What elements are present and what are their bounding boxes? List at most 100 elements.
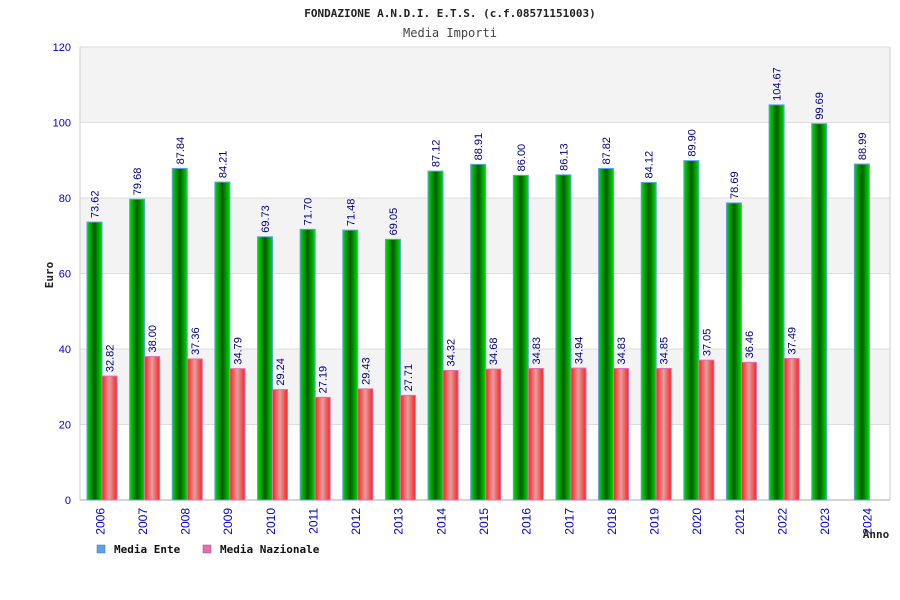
y-tick-label: 60	[59, 269, 71, 281]
y-tick-label: 0	[65, 495, 71, 507]
data-label: 84.21	[217, 151, 229, 179]
data-label: 37.49	[787, 327, 799, 355]
x-tick-label: 2011	[306, 508, 320, 534]
bar-media-nazionale	[229, 368, 246, 501]
data-label: 71.48	[345, 199, 357, 227]
bar-media-ente	[811, 123, 828, 501]
data-label: 29.24	[275, 358, 287, 386]
data-label: 34.79	[232, 337, 244, 365]
x-tick-label: 2010	[264, 508, 278, 535]
bar-media-nazionale	[698, 359, 715, 501]
bar-media-nazionale	[357, 388, 374, 501]
x-tick-label: 2012	[349, 508, 363, 535]
data-label: 69.05	[388, 208, 400, 236]
data-label: 87.12	[431, 140, 443, 168]
bar-media-nazionale	[783, 357, 800, 501]
x-tick-label: 2007	[136, 508, 150, 535]
x-tick-label: 2021	[733, 508, 747, 535]
bar-media-ente	[470, 163, 487, 501]
bar-media-ente	[257, 236, 274, 501]
grid-band	[80, 47, 890, 123]
data-label: 71.70	[303, 198, 315, 226]
data-label: 34.83	[531, 337, 543, 365]
x-tick-label: 2008	[179, 508, 193, 535]
x-axis-label: Anno	[863, 528, 890, 541]
y-tick-label: 40	[59, 344, 71, 356]
bar-media-ente	[853, 163, 870, 501]
bar-media-nazionale	[442, 369, 459, 501]
bar-media-nazionale	[272, 389, 289, 501]
bar-media-ente	[299, 228, 316, 501]
bar-media-ente	[171, 167, 188, 501]
y-tick-label: 20	[59, 420, 71, 432]
y-tick-label: 120	[53, 42, 71, 54]
bar-media-ente	[129, 198, 146, 501]
bar-media-ente	[86, 221, 103, 501]
data-label: 27.19	[318, 366, 330, 394]
bar-media-ente	[640, 181, 657, 501]
bar-media-ente	[214, 181, 231, 501]
data-label: 34.85	[659, 337, 671, 365]
legend-label-ente: Media Ente	[114, 543, 181, 556]
data-label: 36.46	[744, 331, 756, 359]
data-label: 37.36	[190, 327, 202, 355]
x-tick-label: 2015	[477, 508, 491, 535]
bar-media-ente	[512, 174, 529, 501]
x-tick-label: 2017	[562, 508, 576, 535]
data-label: 84.12	[644, 151, 656, 179]
x-tick-label: 2023	[818, 508, 832, 535]
x-tick-label: 2022	[775, 508, 789, 535]
data-label: 88.99	[857, 133, 869, 161]
bar-media-nazionale	[144, 356, 161, 501]
bar-media-nazionale	[655, 367, 672, 501]
legend: Media Ente Media Nazionale	[96, 543, 320, 556]
bar-media-nazionale	[527, 368, 544, 501]
bar-media-nazionale	[186, 358, 203, 501]
legend-label-nazionale: Media Nazionale	[220, 543, 320, 556]
data-label: 34.68	[488, 338, 500, 366]
y-tick-label: 80	[59, 193, 71, 205]
x-tick-label: 2020	[690, 508, 704, 535]
bar-media-nazionale	[101, 375, 118, 501]
x-tick-label: 2016	[520, 508, 534, 535]
bar-media-ente	[683, 160, 700, 501]
x-tick-label: 2013	[392, 508, 406, 535]
data-label: 104.67	[772, 67, 784, 101]
x-tick-label: 2018	[605, 508, 619, 535]
chart-title: FONDAZIONE A.N.D.I. E.T.S. (c.f.08571151…	[304, 7, 595, 20]
x-tick-label: 2009	[221, 508, 235, 535]
data-label: 34.94	[573, 337, 585, 365]
data-label: 27.71	[403, 364, 415, 392]
data-label: 89.90	[686, 129, 698, 157]
data-label: 87.82	[601, 137, 613, 165]
bar-media-ente	[342, 229, 359, 501]
data-label: 34.83	[616, 337, 628, 365]
bar-media-ente	[555, 174, 572, 501]
legend-swatch-ente	[96, 544, 106, 554]
y-tick-label: 100	[53, 118, 71, 130]
bar-media-nazionale	[570, 367, 587, 501]
bar-media-ente	[725, 202, 742, 501]
bar-media-nazionale	[613, 368, 630, 501]
data-label: 73.62	[90, 191, 102, 219]
data-label: 38.00	[147, 325, 159, 353]
bar-media-ente	[768, 104, 785, 501]
data-label: 37.05	[701, 329, 713, 357]
x-tick-label: 2006	[93, 508, 107, 535]
data-label: 79.68	[132, 168, 144, 196]
x-tick-label: 2024	[861, 508, 875, 535]
bar-media-nazionale	[399, 394, 416, 501]
data-label: 86.00	[516, 144, 528, 172]
data-label: 29.43	[360, 357, 372, 385]
data-label: 78.69	[729, 171, 741, 199]
bar-media-nazionale	[740, 361, 757, 501]
x-tick-label: 2019	[648, 508, 662, 535]
bar-media-ente	[598, 167, 615, 501]
data-label: 88.91	[473, 133, 485, 161]
data-label: 32.82	[105, 345, 117, 373]
data-label: 86.13	[558, 143, 570, 171]
bar-media-nazionale	[314, 396, 331, 501]
data-label: 87.84	[175, 137, 187, 165]
bar-media-ente	[384, 238, 401, 501]
